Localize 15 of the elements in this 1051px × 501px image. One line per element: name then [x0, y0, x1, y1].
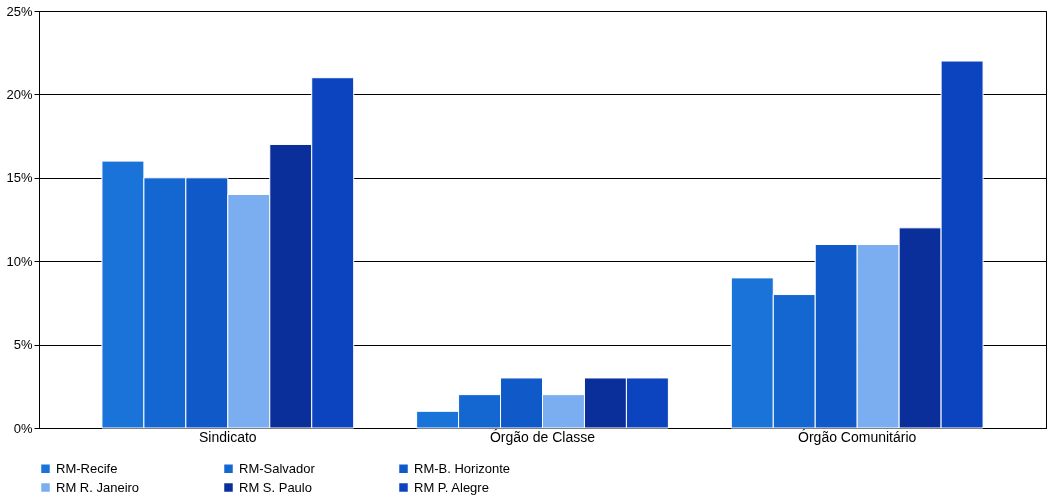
legend-label: RM-Salvador	[239, 460, 316, 476]
y-tick-label: 15%	[6, 170, 33, 186]
x-tick-label: Sindicato	[199, 428, 257, 445]
y-tick-label: 20%	[6, 86, 33, 102]
y-tick-label: 10%	[6, 253, 33, 269]
legend-label: RM S. Paulo	[239, 479, 312, 495]
legend-label: RM-Recife	[56, 460, 118, 476]
y-tick-label: 5%	[13, 337, 33, 353]
legend-label: RM-B. Horizonte	[414, 460, 511, 476]
y-tick-label: 25%	[6, 3, 33, 19]
legend-label: RM R. Janeiro	[56, 479, 140, 495]
x-tick-label: Órgão Comunitário	[798, 428, 917, 445]
y-tick-label: 0%	[13, 420, 33, 436]
legend-label: RM P. Alegre	[414, 479, 489, 495]
x-tick-label: Órgão de Classe	[489, 428, 596, 445]
